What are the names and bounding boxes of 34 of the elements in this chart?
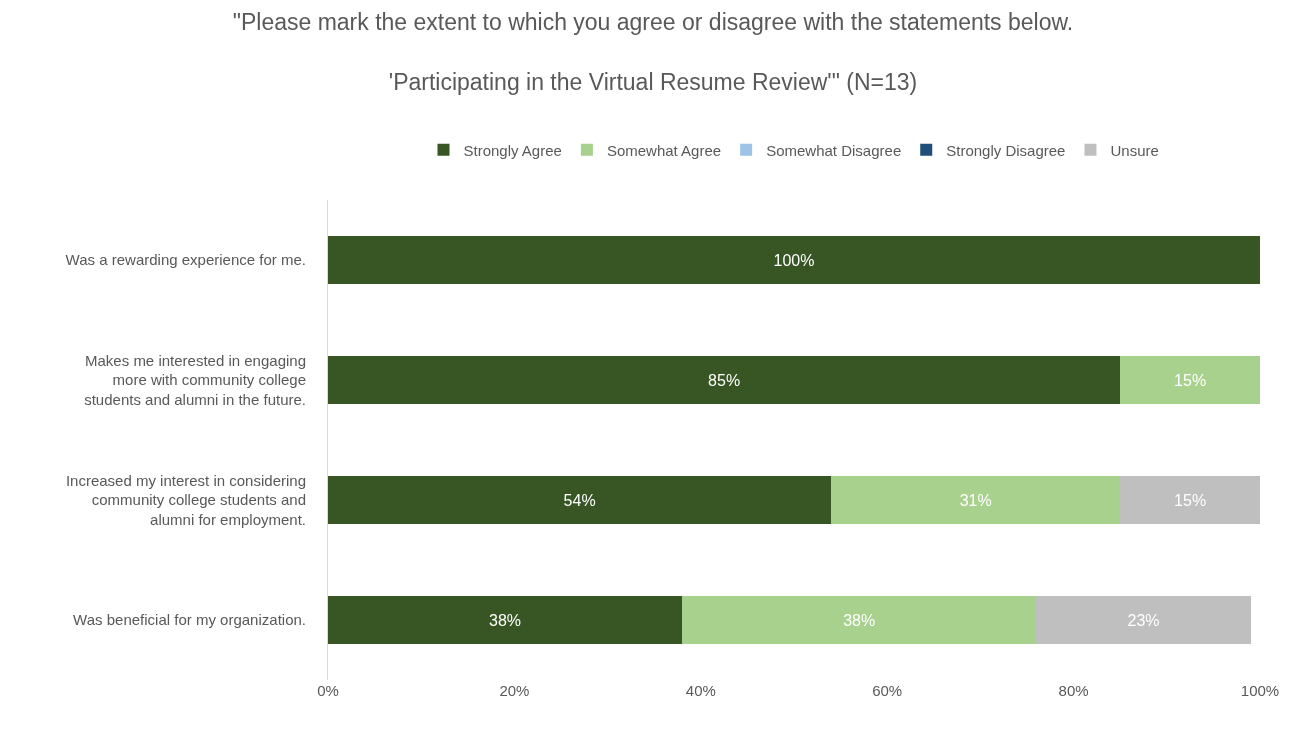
bar	[1120, 356, 1260, 404]
bar	[1120, 476, 1260, 524]
data-label: 38%	[489, 611, 522, 629]
y-tick-label: Was a rewarding experience for me.	[65, 251, 306, 269]
y-tick-label: Was beneficial for my organization.	[73, 611, 306, 629]
legend-label: Strongly Agree	[463, 141, 562, 159]
x-tick-label: 0%	[317, 682, 339, 699]
data-label: 54%	[563, 491, 596, 509]
data-label: 85%	[708, 371, 741, 389]
legend-label: Strongly Disagree	[946, 141, 1066, 159]
bar	[1036, 596, 1251, 644]
bar	[831, 476, 1121, 524]
data-label: 15%	[1174, 491, 1207, 509]
chart-title: "Please mark the extent to which you agree or disagree with the statements below. 'Participating in the Virtual Resume Review'" (N=13)	[232, 8, 1074, 95]
legend-label: Unsure	[1110, 141, 1159, 159]
data-label: 15%	[1174, 371, 1207, 389]
y-tick-label: Makes me interested in engaging more with community college students and alumni in the future.	[84, 351, 306, 408]
bar	[682, 596, 1037, 644]
data-label: 23%	[1127, 611, 1160, 629]
x-tick-label: 40%	[685, 682, 716, 699]
bar	[328, 356, 1121, 404]
bar	[328, 236, 1260, 284]
legend-label: Somewhat Disagree	[766, 141, 902, 159]
data-label: 38%	[843, 611, 876, 629]
legend-label: Somewhat Agree	[606, 141, 722, 159]
x-tick-label: 100%	[1240, 682, 1280, 699]
bar	[328, 476, 832, 524]
x-tick-label: 80%	[1058, 682, 1089, 699]
bar	[328, 596, 683, 644]
data-label: 100%	[773, 251, 815, 269]
x-tick-label: 20%	[499, 682, 530, 699]
x-tick-label: 60%	[872, 682, 903, 699]
y-tick-label: Increased my interest in considering community college students and alumni for employment.	[65, 471, 306, 528]
data-label: 31%	[959, 491, 992, 509]
